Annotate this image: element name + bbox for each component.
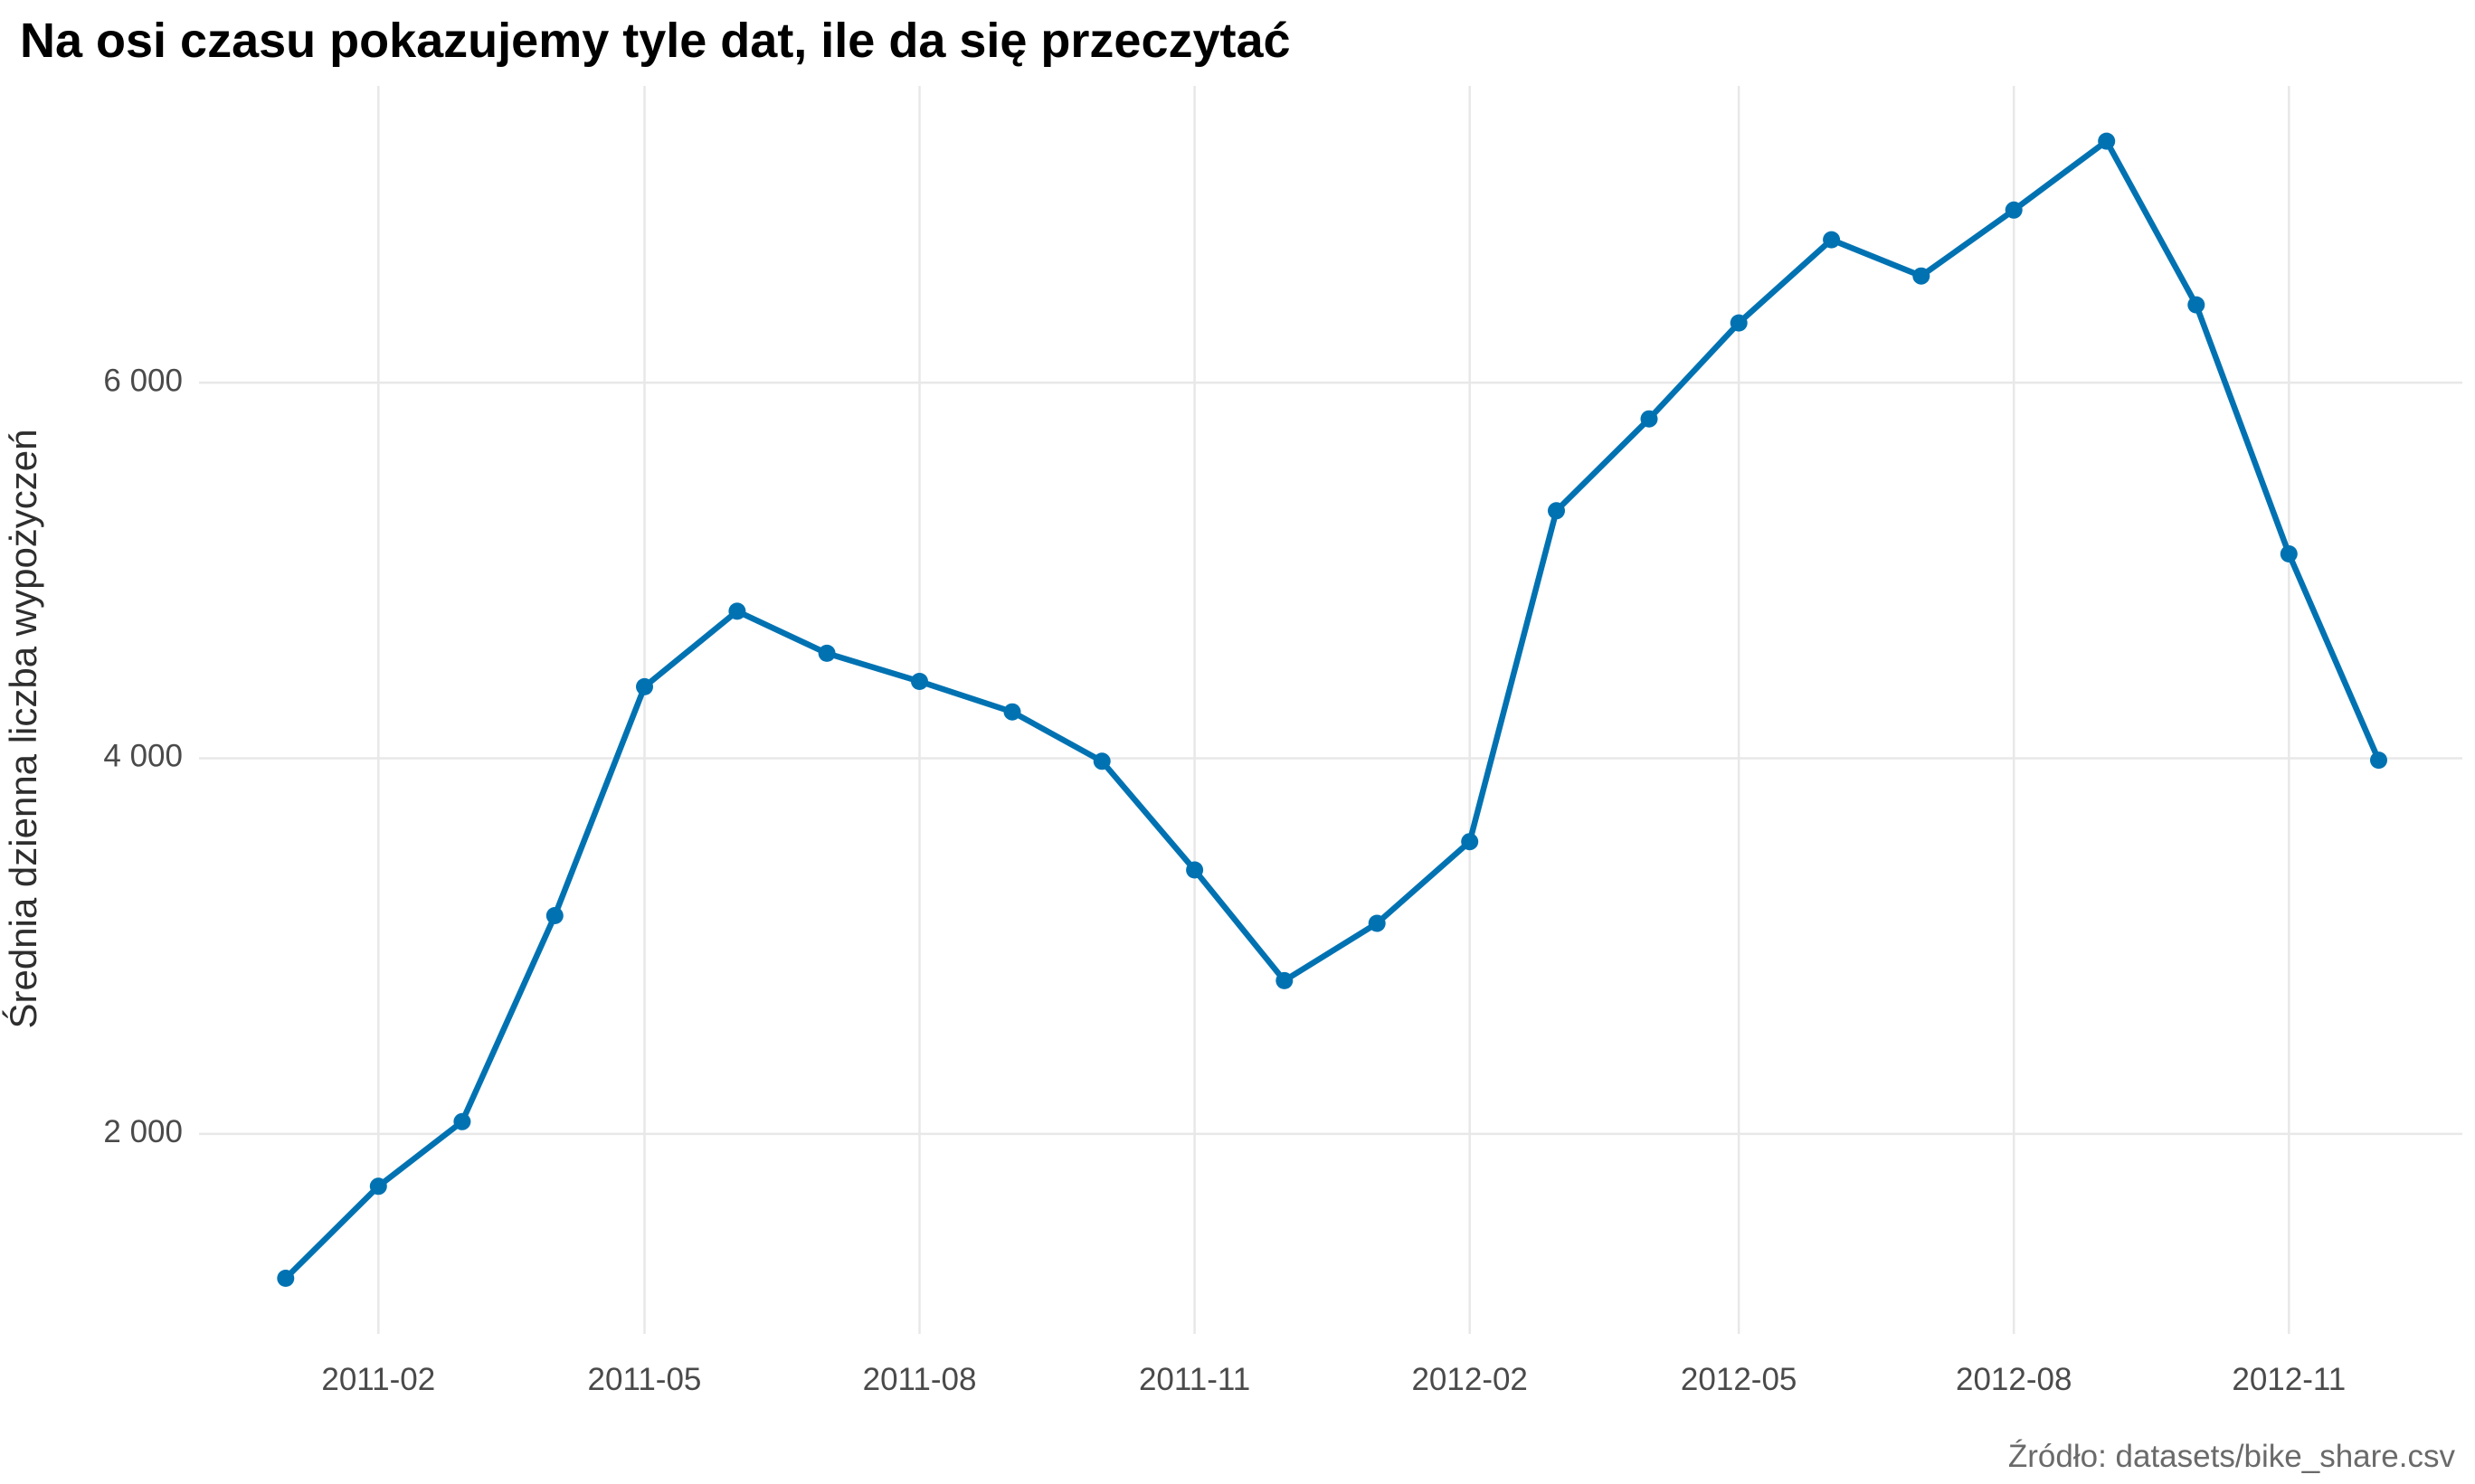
data-point	[2005, 201, 2023, 219]
data-point	[1823, 231, 1841, 249]
x-tick-label: 2012-02	[1411, 1362, 1527, 1397]
x-tick-label: 2012-08	[1956, 1362, 2072, 1397]
data-point	[2187, 296, 2205, 314]
data-point	[636, 677, 653, 695]
source-caption: Źródło: datasets/bike_share.csv	[2008, 1439, 2456, 1474]
grid-lines	[199, 86, 2462, 1334]
x-tick-label: 2011-02	[321, 1362, 435, 1397]
data-point	[911, 673, 928, 690]
series-line	[282, 137, 2382, 1281]
x-tick-label: 2012-11	[2232, 1362, 2346, 1397]
data-point	[453, 1112, 471, 1130]
data-point	[1461, 833, 1479, 851]
data-point	[2370, 751, 2387, 770]
data-point	[1548, 502, 1565, 520]
data-point	[1368, 914, 1386, 932]
data-point	[1912, 267, 1930, 285]
chart-title: Na osi czasu pokazujemy tyle dat, ile da…	[20, 14, 1291, 68]
y-tick-label: 4 000	[103, 739, 183, 774]
x-tick-label: 2011-05	[588, 1362, 702, 1397]
x-tick-labels: 2011-02 2011-05 2011-08 2011-11 2012-02 2012-…	[321, 1362, 2346, 1397]
data-point	[1186, 861, 1204, 879]
y-tick-label: 6 000	[103, 363, 183, 398]
series-layer	[277, 132, 2387, 1287]
data-point	[1003, 703, 1021, 721]
x-tick-label: 2011-11	[1139, 1362, 1250, 1397]
data-point	[818, 644, 836, 662]
data-point	[1275, 971, 1294, 989]
x-tick-label: 2011-08	[863, 1362, 977, 1397]
data-point	[2280, 545, 2298, 562]
data-point	[2098, 132, 2116, 150]
x-tick-label: 2012-05	[1681, 1362, 1797, 1397]
y-axis-label: Średnia dzienna liczba wypożyczeń	[1, 429, 44, 1028]
data-point	[1640, 410, 1658, 428]
data-point	[728, 602, 746, 620]
y-tick-label: 2 000	[103, 1114, 183, 1149]
data-point	[369, 1177, 387, 1196]
data-point	[1093, 752, 1111, 770]
y-tick-labels: 2 000 4 000 6 000	[103, 363, 183, 1149]
data-point	[545, 907, 564, 924]
data-point	[1730, 314, 1748, 332]
data-point	[277, 1270, 295, 1287]
